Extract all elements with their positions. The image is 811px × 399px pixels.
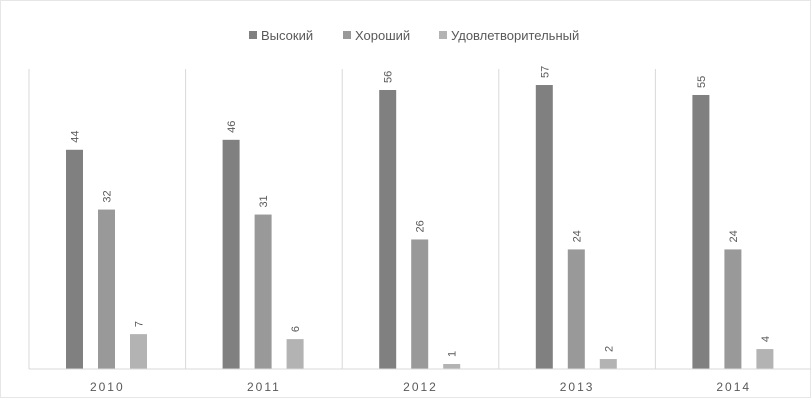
- data-label-2011-series-2: 31: [258, 195, 270, 207]
- bar-2013-series-2: [567, 249, 585, 369]
- bar-2014-series-2: [724, 249, 742, 369]
- data-label-2014-series-1: 55: [696, 76, 708, 88]
- bar-2010-series-2: [98, 209, 115, 369]
- legend-label-2: Хороший: [355, 28, 410, 43]
- bar-2012-series-2: [411, 239, 429, 369]
- data-label-2013-series-1: 57: [539, 66, 551, 78]
- legend-swatch-1: [249, 31, 257, 39]
- legend-label-1: Высокий: [261, 28, 313, 43]
- data-label-2013-series-2: 24: [571, 230, 583, 242]
- bar-2013-series-1: [535, 85, 553, 370]
- legend-swatch-3: [439, 31, 447, 39]
- data-labels: 44 32 7 46 31 6 56 26 1 57 24 2 55 24 4: [70, 66, 772, 357]
- bar-series: [66, 85, 774, 370]
- x-axis-ticks: 2010 2011 2012 2013 2014: [90, 380, 751, 394]
- data-label-2010-series-3: 7: [134, 321, 146, 327]
- bar-2010-series-3: [130, 334, 147, 369]
- legend: Высокий Хороший Удовлетворительный: [249, 28, 579, 43]
- category-separators: [28, 69, 656, 369]
- data-label-2013-series-3: 2: [603, 346, 615, 352]
- bar-2014-series-3: [756, 349, 774, 369]
- data-label-2012-series-3: 1: [447, 351, 459, 357]
- data-label-2014-series-3: 4: [760, 336, 772, 342]
- data-label-2012-series-1: 56: [383, 71, 395, 83]
- data-label-2010-series-1: 44: [70, 131, 82, 143]
- x-tick-label-2010: 2010: [90, 380, 125, 394]
- bar-2014-series-1: [692, 94, 710, 369]
- x-tick-label-2014: 2014: [716, 380, 751, 394]
- data-label-2011-series-1: 46: [226, 121, 238, 133]
- legend-swatch-2: [343, 31, 351, 39]
- bar-2012-series-1: [379, 90, 397, 369]
- bar-2012-series-3: [443, 364, 461, 369]
- bar-2011-series-2: [254, 214, 272, 369]
- bar-2011-series-1: [222, 139, 240, 369]
- bar-2013-series-3: [599, 359, 617, 369]
- data-label-2010-series-2: 32: [102, 190, 114, 202]
- x-tick-label-2013: 2013: [560, 380, 595, 394]
- data-label-2012-series-2: 26: [415, 220, 427, 232]
- data-label-2014-series-2: 24: [728, 230, 740, 242]
- x-tick-label-2011: 2011: [247, 380, 281, 394]
- data-label-2011-series-3: 6: [290, 326, 302, 332]
- bar-2010-series-1: [66, 149, 83, 369]
- bar-2011-series-3: [286, 339, 304, 369]
- legend-label-3: Удовлетворительный: [451, 28, 579, 43]
- x-tick-label-2012: 2012: [403, 380, 438, 394]
